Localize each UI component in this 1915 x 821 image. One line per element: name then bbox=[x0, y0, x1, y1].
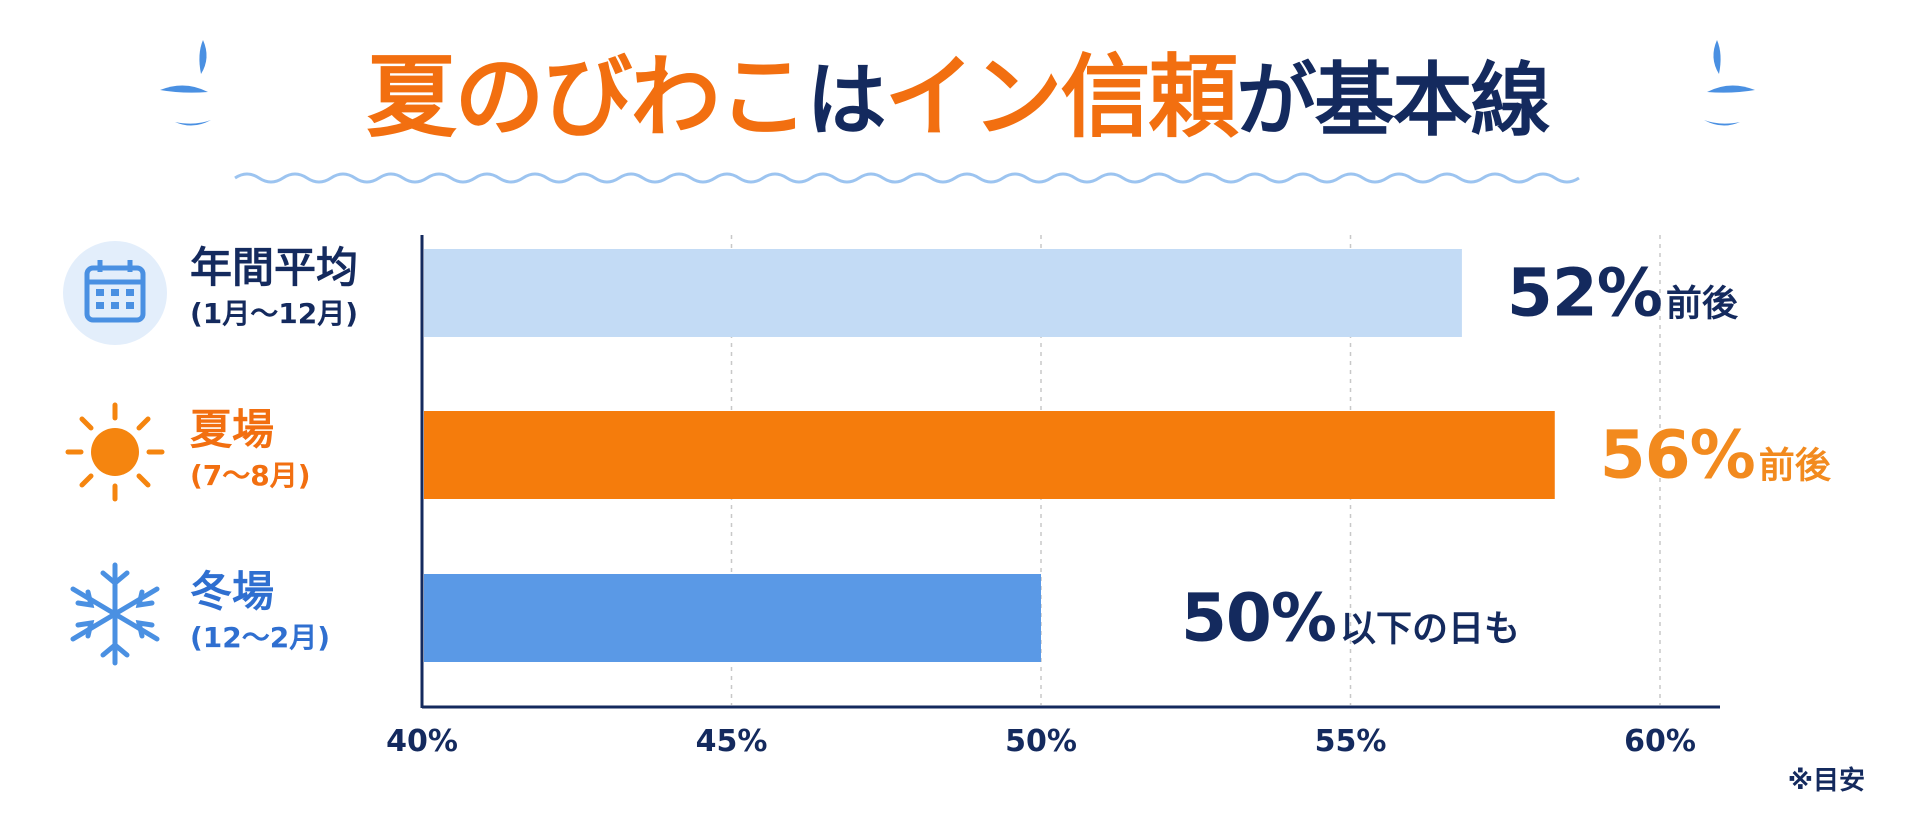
title-part-2: は bbox=[806, 54, 887, 147]
chart-title: 夏のびわこはイン信頼が基本線 bbox=[0, 48, 1915, 147]
value-label-summer: 56% 前後 bbox=[1600, 417, 1831, 494]
category-winter: 冬場 (12〜2月) bbox=[190, 566, 330, 658]
x-tick-label: 60% bbox=[1624, 724, 1696, 759]
category-period: (12〜2月) bbox=[190, 621, 331, 654]
title-part-3: イン信頼 bbox=[884, 45, 1239, 150]
bar-1 bbox=[424, 411, 1555, 499]
x-tick-label: 45% bbox=[695, 724, 768, 759]
title-part-1: 夏のびわこ bbox=[366, 45, 809, 150]
value-suffix: 前後 bbox=[1665, 283, 1738, 325]
bars bbox=[424, 249, 1555, 662]
left-splash-icon bbox=[160, 40, 211, 126]
x-tick-label: 50% bbox=[1005, 724, 1077, 759]
category-name: 夏場 bbox=[190, 405, 275, 454]
right-splash-icon bbox=[1704, 40, 1755, 126]
x-tick-label: 40% bbox=[386, 724, 458, 759]
value-number: 50% bbox=[1181, 579, 1337, 657]
snowflake-icon bbox=[70, 562, 160, 666]
wave-divider bbox=[234, 172, 1580, 184]
bar-0 bbox=[424, 249, 1462, 337]
x-tick-label: 55% bbox=[1314, 724, 1387, 759]
value-label-winter: 50% 以下の日も bbox=[1181, 580, 1520, 657]
footnote: ※目安 bbox=[1787, 766, 1865, 796]
category-name: 年間平均 bbox=[190, 243, 359, 292]
value-suffix: 前後 bbox=[1758, 445, 1831, 487]
title-part-4: が基本線 bbox=[1236, 54, 1551, 147]
value-number: 52% bbox=[1506, 254, 1663, 332]
sun-icon bbox=[65, 402, 165, 502]
category-period: (7〜8月) bbox=[190, 459, 311, 492]
value-suffix: 以下の日も bbox=[1339, 608, 1520, 650]
value-number: 56% bbox=[1599, 416, 1756, 494]
category-annual: 年間平均 (1月〜12月) bbox=[190, 242, 358, 334]
value-label-annual: 52% 前後 bbox=[1507, 255, 1738, 332]
calendar-icon bbox=[63, 241, 167, 345]
category-period: (1月〜12月) bbox=[190, 297, 359, 330]
category-summer: 夏場 (7〜8月) bbox=[190, 404, 311, 496]
bar-2 bbox=[424, 574, 1041, 662]
category-name: 冬場 bbox=[190, 567, 275, 616]
